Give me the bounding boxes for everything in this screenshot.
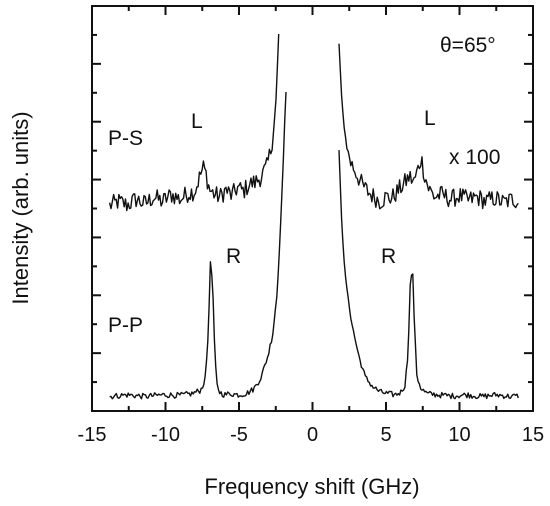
peak-label-L-right: L — [424, 107, 436, 130]
pp-spectrum-left — [109, 91, 287, 400]
angle-annotation: θ=65° — [440, 34, 496, 57]
x-tick-label: -10 — [151, 424, 180, 446]
x-tick-label: 0 — [307, 424, 318, 446]
x-tick-label: 10 — [448, 424, 470, 446]
pp-spectrum-right — [338, 150, 519, 400]
ps-spectrum-left — [108, 33, 280, 212]
ps-label: P-S — [108, 127, 143, 150]
x-axis-title: Frequency shift (GHz) — [204, 474, 419, 499]
pp-label: P-P — [108, 314, 143, 337]
x-tick-label: -5 — [230, 424, 248, 446]
tick-group: -15 -10 -5 0 5 10 15 — [78, 6, 544, 446]
peak-label-R-left: R — [226, 245, 241, 268]
x-tick-label: 15 — [522, 424, 544, 446]
scale-annotation: x 100 — [449, 146, 500, 169]
peak-label-L-left: L — [191, 110, 203, 133]
series-group — [108, 33, 519, 400]
peak-label-R-right: R — [381, 245, 396, 268]
x-tick-label: -15 — [78, 424, 107, 446]
x-tick-label: 5 — [380, 424, 391, 446]
y-axis-title: Intensity (arb. units) — [8, 111, 33, 304]
ps-spectrum-right — [338, 43, 519, 210]
plot-frame — [91, 5, 534, 412]
